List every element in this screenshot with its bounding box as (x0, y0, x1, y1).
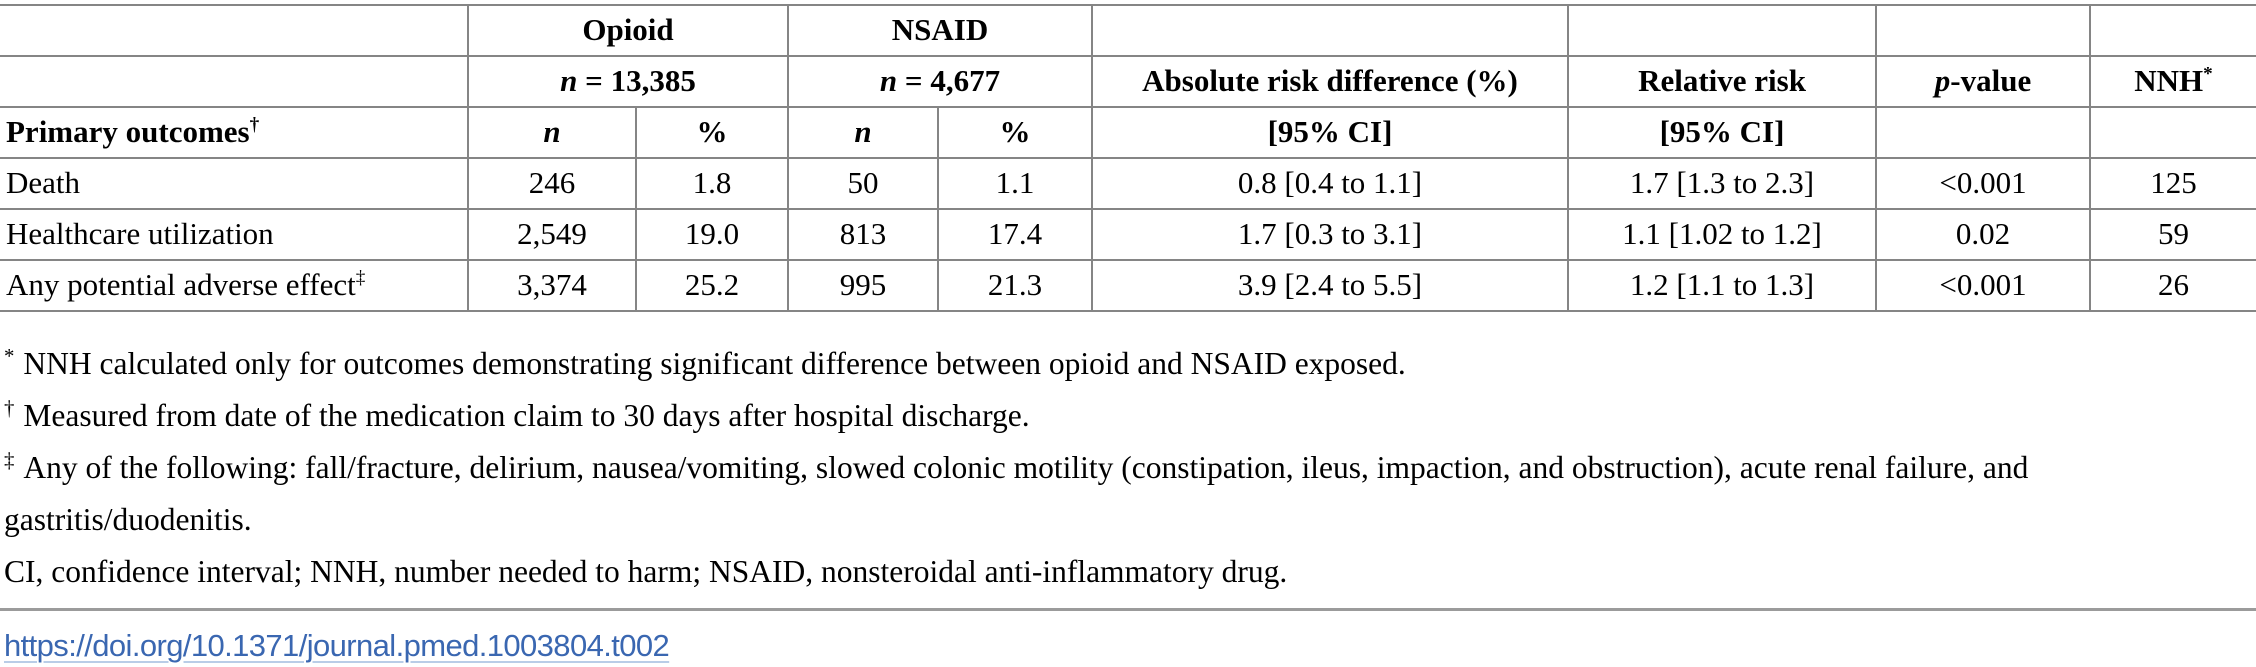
dagger-marker: † (249, 114, 260, 136)
doi-row: https://doi.org/10.1371/journal.pmed.100… (0, 628, 2256, 664)
subheader-nsaid-pct: % (937, 106, 1094, 159)
footnote-abbreviations: CI, confidence interval; NNH, number nee… (4, 554, 1288, 589)
header-nnh: NNH* (2089, 55, 2256, 108)
nnh-asterisk: * (2203, 63, 2213, 85)
header-relative-risk: Relative risk (1567, 55, 1878, 108)
cell-ard: 1.7 [0.3 to 3.1] (1091, 208, 1570, 261)
double-dagger-marker: ‡ (355, 267, 366, 289)
subheader-rr-ci: [95% CI] (1567, 106, 1878, 159)
header-primary-outcomes: Primary outcomes† (0, 106, 469, 159)
cell-nsaid-n: 50 (787, 157, 940, 210)
table-row: Any potential adverse effect‡ 3,374 25.2… (0, 259, 2256, 312)
italic-n: n (854, 114, 872, 150)
empty-cell (1875, 106, 2092, 159)
cell-opioid-pct: 25.2 (634, 259, 790, 312)
subheader-nsaid-n: n (787, 106, 940, 159)
cell-p: 0.02 (1875, 208, 2092, 261)
cell-rr: 1.2 [1.1 to 1.3] (1567, 259, 1878, 312)
group-header-row: Opioid NSAID (0, 4, 2256, 57)
subheader-ard-ci: [95% CI] (1091, 106, 1570, 159)
italic-n: n (560, 63, 578, 99)
double-dagger-marker: ‡ (4, 448, 15, 472)
header-nsaid: NSAID (787, 4, 1094, 57)
row-label: Any potential adverse effect‡ (0, 259, 469, 312)
header-p-value: p-value (1875, 55, 2092, 108)
footnote-double-dagger: ‡ Any of the following: fall/fracture, de… (4, 448, 2029, 537)
header-opioid-n: n = 13,385 (466, 55, 790, 108)
doi-link[interactable]: https://doi.org/10.1371/journal.pmed.100… (4, 628, 670, 663)
cell-nsaid-n: 995 (787, 259, 940, 312)
table-row: Healthcare utilization 2,549 19.0 813 17… (0, 208, 2256, 261)
italic-n: n (543, 114, 561, 150)
empty-stub-cell (0, 4, 469, 57)
cell-nsaid-pct: 17.4 (937, 208, 1094, 261)
empty-cell (2089, 4, 2256, 57)
cell-nsaid-pct: 21.3 (937, 259, 1094, 312)
table-row: Death 246 1.8 50 1.1 0.8 [0.4 to 1.1] 1.… (0, 157, 2256, 210)
dagger-marker: † (4, 396, 15, 420)
row-label: Healthcare utilization (0, 208, 469, 261)
empty-cell (1567, 4, 1878, 57)
subheader-opioid-n: n (467, 106, 637, 159)
cell-nsaid-pct: 1.1 (937, 157, 1094, 210)
cell-opioid-n: 246 (467, 157, 637, 210)
cell-p: <0.001 (1875, 157, 2092, 210)
subheader-row: Primary outcomes† n % n % [95% CI] [95% … (0, 106, 2256, 159)
footnote-asterisk: * NNH calculated only for outcomes demons… (4, 344, 1406, 381)
cell-opioid-pct: 19.0 (634, 208, 790, 261)
italic-n: n (879, 63, 898, 99)
subheader-opioid-pct: % (634, 106, 790, 159)
empty-cell (2089, 106, 2256, 159)
header-nsaid-n: n = 4,677 (787, 55, 1094, 108)
cell-p: <0.001 (1875, 259, 2092, 312)
divider-rule (0, 608, 2256, 611)
footnote-dagger: † Measured from date of the medication cl… (4, 396, 1030, 433)
cell-nnh: 26 (2089, 259, 2256, 312)
cell-nsaid-n: 813 (787, 208, 940, 261)
cell-nnh: 125 (2089, 157, 2256, 210)
row-label: Death (0, 157, 469, 210)
sample-size-header-row: n = 13,385 n = 4,677 Absolute risk diffe… (0, 55, 2256, 108)
cell-nnh: 59 (2089, 208, 2256, 261)
italic-p: p (1934, 63, 1951, 99)
header-absolute-risk-difference: Absolute risk difference (%) (1091, 55, 1570, 108)
asterisk-marker: * (4, 344, 15, 368)
empty-cell (1091, 4, 1570, 57)
empty-stub-cell (0, 55, 469, 108)
cell-rr: 1.7 [1.3 to 2.3] (1567, 157, 1878, 210)
cell-ard: 3.9 [2.4 to 5.5] (1091, 259, 1570, 312)
footnotes-block: * NNH calculated only for outcomes demons… (0, 338, 2256, 598)
cell-opioid-n: 3,374 (467, 259, 637, 312)
cell-ard: 0.8 [0.4 to 1.1] (1091, 157, 1570, 210)
header-opioid: Opioid (466, 4, 790, 57)
cell-rr: 1.1 [1.02 to 1.2] (1567, 208, 1878, 261)
cell-opioid-n: 2,549 (467, 208, 637, 261)
empty-cell (1875, 4, 2092, 57)
cell-opioid-pct: 1.8 (634, 157, 790, 210)
outcomes-table: Opioid NSAID n = 13,385 n = 4,677 Absolu… (0, 4, 2256, 312)
